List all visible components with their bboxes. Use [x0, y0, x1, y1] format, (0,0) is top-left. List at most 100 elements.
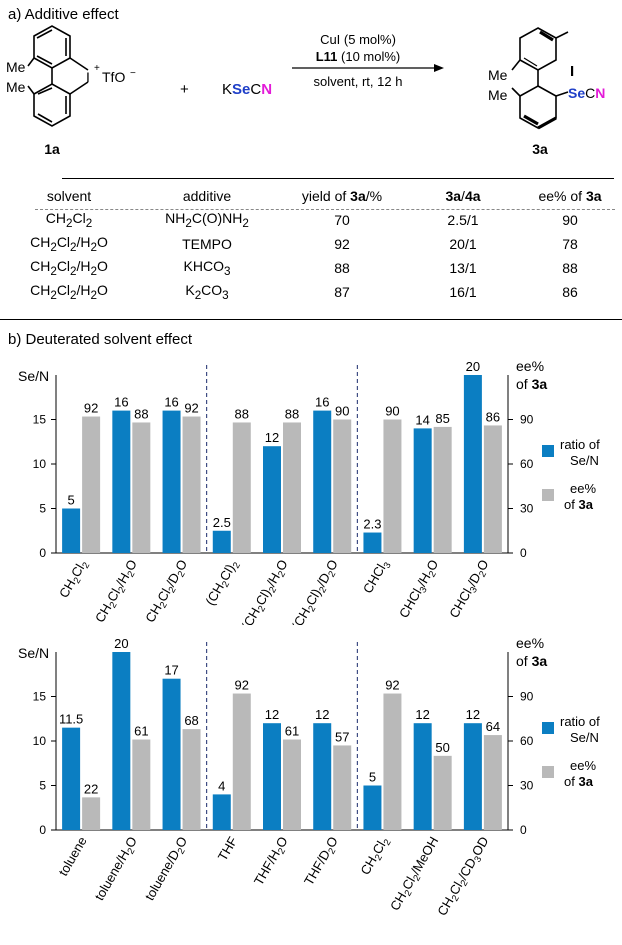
bar-ratio-label: 14: [415, 412, 429, 427]
table-row: CH2Cl2/H2O KHCO3 88 13/1 88: [0, 256, 622, 280]
table-cell-yield: 70: [334, 212, 350, 228]
bar-ratio-label: 2.3: [363, 517, 381, 532]
table-cell-ee: 88: [562, 260, 578, 276]
category-label: CH2Cl2/CD3OD: [434, 834, 493, 919]
header-solvent: solvent: [46, 188, 92, 204]
plus-sign: +: [180, 81, 189, 98]
table-row: CH2Cl2 NH2C(O)NH2 70 2.5/1 90: [0, 208, 622, 232]
bar-ratio: [463, 723, 482, 830]
reaction-scheme: Me Me I + TfO − + KSeCN CuI (5 mol%) L11…: [6, 25, 605, 157]
product-label: 3a: [532, 141, 548, 157]
bar-ratio-label: 20: [466, 359, 480, 374]
category-label: CH2Cl2/MeOH: [387, 834, 443, 914]
bar-ee: [333, 745, 352, 830]
legend-swatch-ee: [542, 766, 554, 778]
left-tick-label: 10: [33, 457, 47, 471]
bar-ee: [283, 739, 301, 830]
right-tick-label: 0: [520, 823, 527, 837]
reaction-arrowhead: [434, 64, 444, 72]
bar-ratio-label: 4: [218, 778, 225, 793]
additive-table: solvent additive yield of 3a/% 3a/4a ee%…: [0, 184, 622, 304]
product-me-1: Me: [488, 67, 508, 83]
condition-ligand: L11 (10 mol%): [316, 49, 401, 64]
table-cell-ratio: 13/1: [449, 260, 477, 276]
bar-ee-label: 92: [235, 678, 249, 693]
legend-ee-line2: of 3a: [564, 497, 594, 512]
table-header-divider: [35, 209, 615, 210]
left-axis-label: Se/N: [18, 645, 49, 661]
right-axis-label-line1: ee%: [516, 635, 544, 651]
product-iodine: I: [570, 63, 574, 80]
bar-ee-label: 88: [134, 406, 148, 421]
bar-ratio-label: 12: [466, 707, 480, 722]
bar-ee-label: 86: [486, 409, 500, 424]
legend-ratio-line2: Se/N: [570, 730, 599, 745]
reactant-charge: +: [94, 63, 100, 74]
left-tick-label: 0: [39, 546, 46, 560]
condition-solvent: solvent, rt, 12 h: [314, 74, 403, 89]
right-axis-label-line2: of 3a: [516, 653, 547, 669]
bar-ee-label: 22: [84, 781, 98, 796]
legend-ee-line2: of 3a: [564, 774, 594, 789]
bar-ratio: [263, 446, 281, 553]
bar-ee: [483, 425, 502, 553]
right-axis-label-line2: of 3a: [516, 376, 547, 392]
counterion-charge: −: [130, 68, 136, 79]
right-axis-label-line1: ee%: [516, 358, 544, 374]
reactant-me-2: Me: [6, 79, 26, 95]
table-cell-ee: 86: [562, 284, 578, 300]
bar-ee: [433, 426, 452, 553]
table-header-row: solvent additive yield of 3a/% 3a/4a ee%…: [0, 184, 622, 208]
bar-ee-label: 90: [335, 404, 349, 419]
bar-ee: [383, 419, 402, 553]
table-cell-ee: 90: [562, 212, 578, 228]
bar-ee-label: 92: [385, 678, 399, 693]
category-label: (CH2Cl)2: [202, 557, 242, 609]
bar-ee: [182, 416, 201, 553]
category-label: CHCl3/D2O: [446, 557, 493, 621]
category-label: toluene: [55, 834, 89, 878]
bar-ee-label: 61: [285, 724, 299, 739]
bar-ratio-label: 16: [315, 395, 329, 410]
bar-ratio: [363, 532, 382, 553]
category-label: CH2Cl2/D2O: [142, 557, 192, 625]
bar-ratio-label: 2.5: [213, 515, 231, 530]
bar-ratio: [212, 794, 231, 830]
left-tick-label: 15: [33, 413, 47, 427]
bar-ratio-label: 12: [315, 707, 329, 722]
bar-ratio: [112, 410, 131, 553]
bar-ee-label: 61: [134, 724, 148, 739]
bar-ratio: [162, 678, 181, 830]
bar-ee-label: 88: [235, 406, 249, 421]
product-secn: SeCN: [568, 85, 605, 101]
legend-swatch-ratio: [542, 445, 554, 457]
category-label: THF/H2O: [251, 834, 293, 889]
reactant-me-1: Me: [6, 59, 26, 75]
bar-ratio-label: 12: [265, 430, 279, 445]
bar-ratio-label: 20: [114, 636, 128, 651]
left-tick-label: 15: [33, 690, 47, 704]
category-label: CHCl3: [360, 557, 393, 597]
table-cell-ratio: 20/1: [449, 236, 477, 252]
legend-swatch-ee: [542, 489, 554, 501]
bar-ee: [82, 797, 101, 830]
product-3a-structure: [511, 27, 569, 130]
bar-ee: [232, 422, 251, 553]
reactant-iodine: I: [86, 69, 90, 85]
bar-ratio: [313, 410, 332, 553]
bar-ee-label: 68: [184, 713, 198, 728]
bar-ratio: [62, 727, 81, 830]
right-tick-label: 60: [520, 734, 534, 748]
category-label: THF: [215, 834, 241, 863]
bar-ee: [82, 416, 101, 553]
bar-ratio: [212, 530, 231, 553]
category-label: CH2Cl2: [56, 557, 91, 601]
table-cell-yield: 92: [334, 236, 350, 252]
bar-ee: [383, 693, 402, 830]
bar-ee: [483, 735, 502, 830]
left-tick-label: 0: [39, 823, 46, 837]
table-cell-additive: K2CO3: [185, 282, 229, 302]
bar-ratio: [162, 410, 181, 553]
